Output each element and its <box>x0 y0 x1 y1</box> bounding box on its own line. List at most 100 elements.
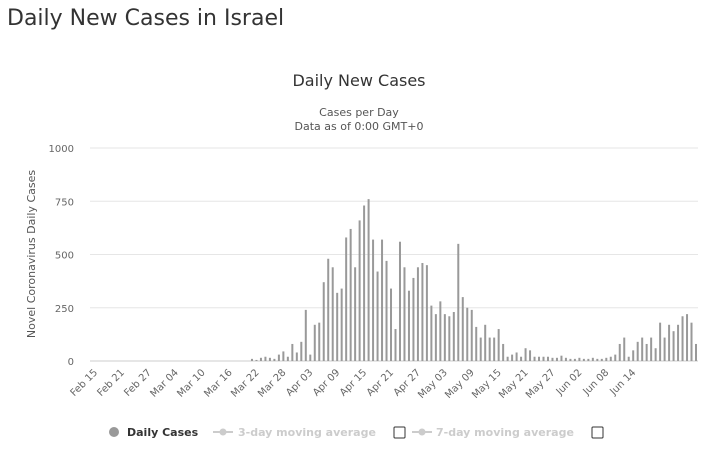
bar[interactable] <box>493 337 496 361</box>
bar[interactable] <box>466 307 469 361</box>
bar[interactable] <box>614 354 617 361</box>
bar[interactable] <box>497 329 500 361</box>
bar[interactable] <box>381 239 384 361</box>
bar[interactable] <box>443 314 446 361</box>
bar[interactable] <box>582 358 585 361</box>
bar[interactable] <box>686 314 689 361</box>
bar[interactable] <box>605 357 608 361</box>
bar[interactable] <box>587 358 590 361</box>
bar[interactable] <box>318 322 321 361</box>
bar[interactable] <box>520 356 523 361</box>
bar[interactable] <box>681 316 684 361</box>
bar[interactable] <box>564 357 567 361</box>
bar[interactable] <box>511 354 514 361</box>
bar[interactable] <box>398 241 401 361</box>
bar[interactable] <box>623 337 626 361</box>
bar[interactable] <box>286 356 289 361</box>
bar[interactable] <box>484 324 487 361</box>
bar[interactable] <box>538 356 541 361</box>
bar[interactable] <box>533 356 536 361</box>
bar[interactable] <box>591 357 594 361</box>
bar[interactable] <box>524 348 527 361</box>
bar[interactable] <box>672 331 675 361</box>
bar[interactable] <box>268 357 271 361</box>
bar[interactable] <box>340 288 343 361</box>
bar[interactable] <box>300 341 303 361</box>
bar[interactable] <box>578 357 581 361</box>
bar[interactable] <box>376 271 379 361</box>
legend-item-3-day-average[interactable]: 3-day moving average <box>213 426 376 439</box>
bar[interactable] <box>394 329 397 361</box>
bar[interactable] <box>358 220 361 361</box>
bar[interactable] <box>304 309 307 361</box>
bar[interactable] <box>551 357 554 361</box>
bar[interactable] <box>618 343 621 361</box>
bar[interactable] <box>461 297 464 361</box>
checkbox-7-day-average[interactable] <box>591 426 604 439</box>
bar[interactable] <box>515 352 518 361</box>
bar[interactable] <box>488 337 491 361</box>
bar[interactable] <box>695 343 697 361</box>
bar[interactable] <box>479 337 482 361</box>
bar[interactable] <box>345 237 348 361</box>
bar[interactable] <box>416 267 419 361</box>
bar[interactable] <box>385 260 388 361</box>
bar[interactable] <box>291 343 294 361</box>
bar[interactable] <box>654 348 657 361</box>
bar[interactable] <box>542 356 545 361</box>
bar[interactable] <box>313 324 316 361</box>
bar[interactable] <box>255 359 258 361</box>
checkbox-3-day-average[interactable] <box>393 426 406 439</box>
bar[interactable] <box>412 277 415 361</box>
bar[interactable] <box>439 301 442 361</box>
bar[interactable] <box>573 358 576 361</box>
bar[interactable] <box>336 292 339 361</box>
bar[interactable] <box>659 322 662 361</box>
bar[interactable] <box>650 337 653 361</box>
bar[interactable] <box>421 263 424 361</box>
bar[interactable] <box>327 258 330 361</box>
bar[interactable] <box>690 322 693 361</box>
bar[interactable] <box>434 314 437 361</box>
bar[interactable] <box>641 337 644 361</box>
bar[interactable] <box>668 324 671 361</box>
bar[interactable] <box>273 358 276 361</box>
bar[interactable] <box>609 356 612 361</box>
bar[interactable] <box>502 343 505 361</box>
bar[interactable] <box>560 355 563 361</box>
bar[interactable] <box>322 282 325 361</box>
bar[interactable] <box>349 228 352 361</box>
bar[interactable] <box>529 350 532 361</box>
bar[interactable] <box>282 351 285 361</box>
bar[interactable] <box>309 354 312 361</box>
bar[interactable] <box>407 290 410 361</box>
bar[interactable] <box>403 267 406 361</box>
bar[interactable] <box>259 357 262 361</box>
bar[interactable] <box>448 316 451 361</box>
bar[interactable] <box>636 341 639 361</box>
bar[interactable] <box>372 239 375 361</box>
bar[interactable] <box>475 326 478 361</box>
bar[interactable] <box>627 356 630 361</box>
bar[interactable] <box>295 352 298 361</box>
bar[interactable] <box>390 288 393 361</box>
bar[interactable] <box>354 267 357 361</box>
bar[interactable] <box>277 354 280 361</box>
bar[interactable] <box>331 267 334 361</box>
legend-item-7-day-average[interactable]: 7-day moving average <box>412 426 574 439</box>
bar[interactable] <box>457 243 460 361</box>
bar[interactable] <box>506 356 509 361</box>
bar[interactable] <box>470 309 473 361</box>
bar[interactable] <box>363 205 366 361</box>
bar[interactable] <box>677 324 680 361</box>
bar[interactable] <box>645 343 648 361</box>
bar[interactable] <box>600 358 603 361</box>
bar[interactable] <box>663 337 666 361</box>
bar[interactable] <box>596 358 599 361</box>
bar[interactable] <box>264 356 267 361</box>
bar[interactable] <box>569 358 572 361</box>
bar[interactable] <box>425 265 428 361</box>
bar[interactable] <box>250 358 253 361</box>
bar[interactable] <box>555 357 558 361</box>
legend-item-daily-cases[interactable]: Daily Cases <box>109 426 199 439</box>
